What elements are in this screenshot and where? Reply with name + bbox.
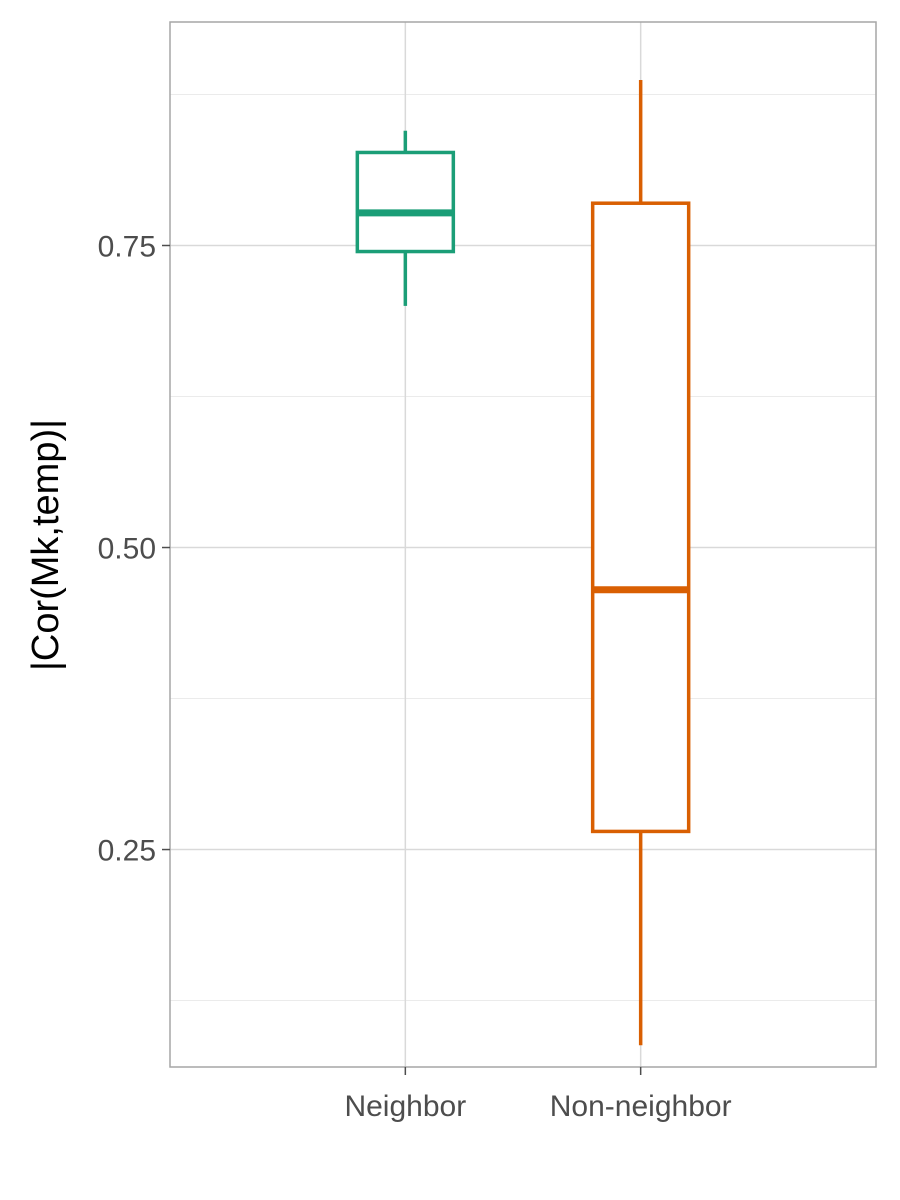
x-tick-label: Neighbor — [344, 1090, 466, 1123]
y-tick-label: 0.75 — [98, 230, 156, 263]
y-tick-label: 0.25 — [98, 835, 156, 868]
x-tick-label: Non-neighbor — [550, 1090, 732, 1123]
iqr-box — [355, 150, 456, 254]
axes: 0.25 0.50 0.75 Neighbor Non-neighbor — [98, 230, 732, 1123]
boxes — [355, 79, 691, 1046]
y-tick-label: 0.50 — [98, 533, 156, 566]
panel-border — [169, 21, 877, 1068]
box-neighbor — [355, 130, 456, 306]
iqr-box — [590, 201, 691, 834]
box-non-neighbor — [590, 79, 691, 1046]
y-axis-title: |Cor(Mk,temp)| — [25, 419, 67, 671]
